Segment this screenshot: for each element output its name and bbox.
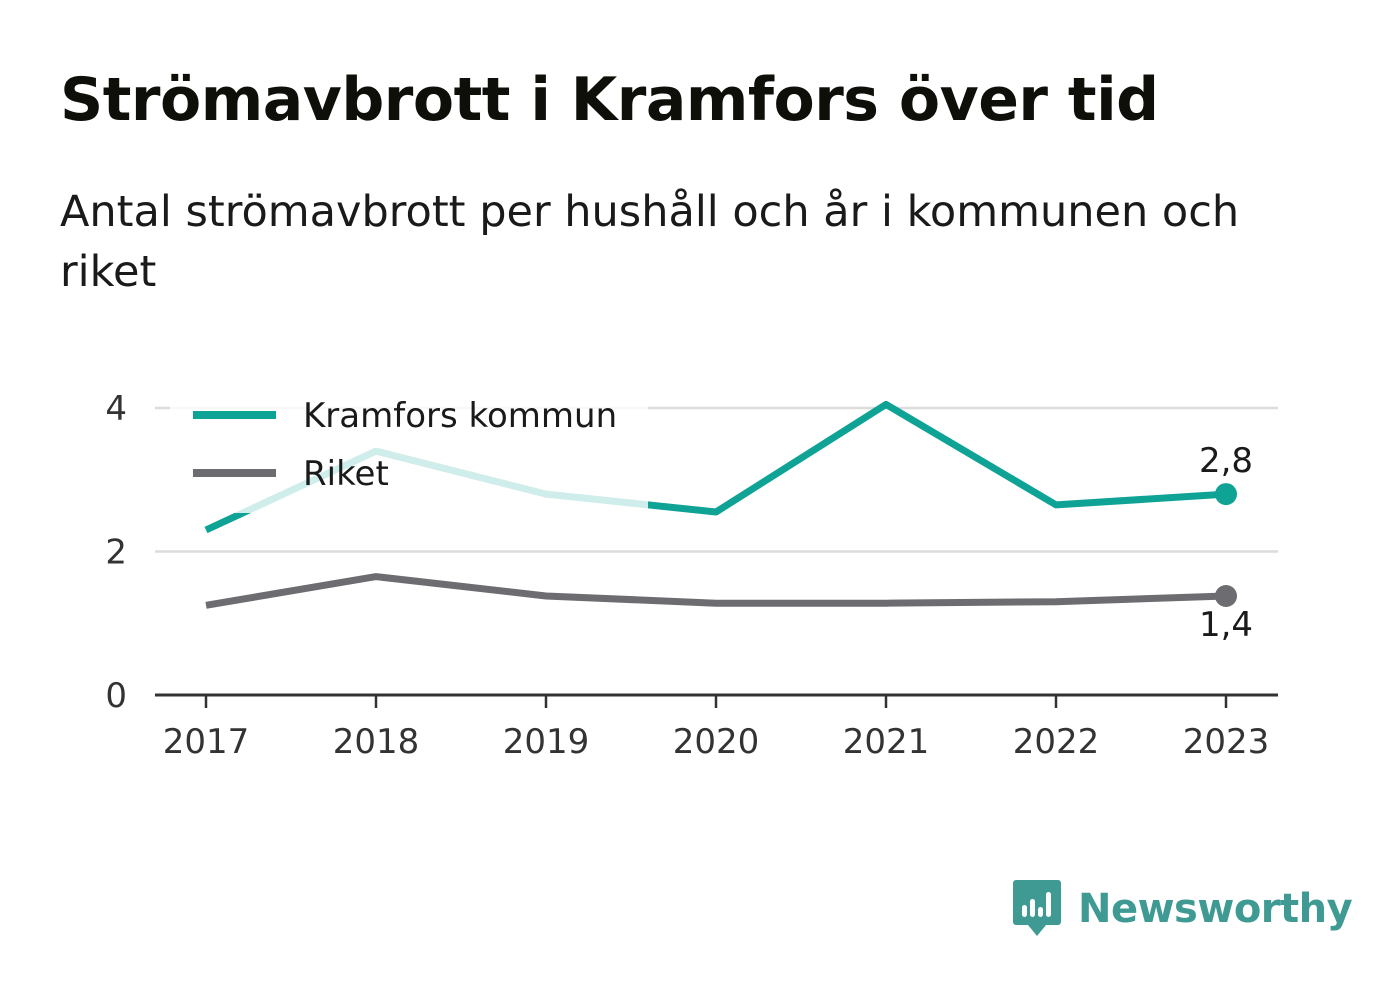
x-tick-label: 2017 [163, 722, 250, 762]
newsworthy-logo: Newsworthy [1012, 878, 1353, 940]
end-value-label: 2,8 [1199, 441, 1253, 481]
end-value-label: 1,4 [1199, 605, 1253, 645]
legend-label: Riket [303, 454, 389, 494]
y-tick-label: 0 [105, 676, 127, 716]
legend-background [170, 385, 648, 513]
y-tick-label: 2 [105, 533, 127, 573]
series-end-point [1215, 483, 1237, 506]
x-tick-label: 2021 [843, 722, 930, 762]
chart-title: Strömavbrott i Kramfors över tid [60, 65, 1159, 135]
x-tick-label: 2019 [503, 722, 590, 762]
chart-subtitle: Antal strömavbrott per hushåll och år i … [60, 187, 1240, 297]
series-line-riket [205, 573, 1227, 609]
newsworthy-bar-chart-icon [1013, 880, 1061, 936]
x-tick-label: 2022 [1013, 722, 1100, 762]
y-tick-label: 4 [105, 389, 127, 429]
legend-label: Kramfors kommun [303, 396, 617, 436]
x-tick-label: 2020 [673, 722, 760, 762]
x-tick-label: 2018 [333, 722, 420, 762]
brand-name: Newsworthy [1078, 886, 1353, 932]
x-tick-label: 2023 [1183, 722, 1270, 762]
series-end-point [1215, 584, 1237, 607]
